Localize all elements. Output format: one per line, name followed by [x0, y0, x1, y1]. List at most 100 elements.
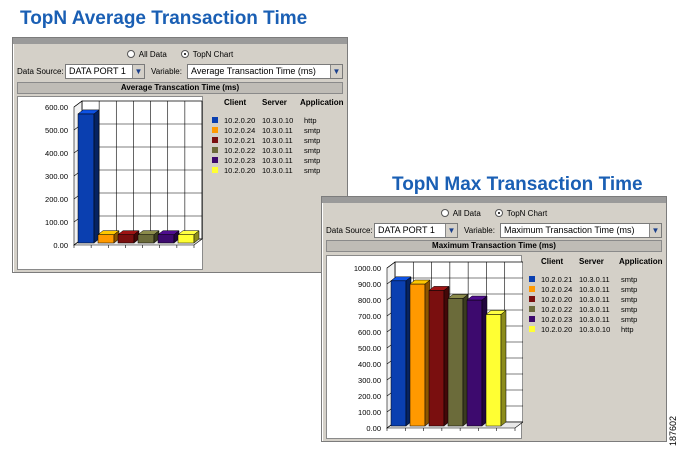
bar — [77, 109, 100, 244]
legend-row: 10.2.0.24 10.3.0.11 smtp — [212, 126, 352, 136]
legend-swatch — [212, 117, 218, 123]
bar-top — [428, 286, 450, 291]
legend-server: 10.3.0.10 — [579, 325, 611, 334]
bar-top — [390, 276, 412, 282]
bar-top — [117, 230, 140, 235]
y-tick-label: 700.00 — [358, 312, 381, 321]
radio-topn-label: TopN Chart — [192, 49, 234, 59]
bar-top — [157, 230, 180, 235]
radio-all-label: All Data — [452, 208, 481, 218]
radio-topn-circle[interactable] — [494, 209, 503, 217]
max-title: TopN Max Transaction Time — [392, 174, 643, 195]
radio-all-circle[interactable] — [126, 50, 135, 58]
bar-top — [409, 279, 431, 285]
max-bar-chart: 0.00 100.00 200.00 300.00 400.00 500.00 600.00… — [354, 261, 524, 433]
legend-row: 10.2.0.23 10.3.0.11 smtp — [212, 156, 352, 166]
legend-server: 10.3.0.11 — [262, 156, 293, 165]
data-source-select[interactable]: DATA PORT 1 ▼ — [374, 223, 458, 238]
legend-row: 10.2.0.20 10.3.0.11 smtp — [212, 166, 352, 176]
bar-front — [409, 283, 426, 427]
legend-application: smtp — [621, 305, 638, 314]
legend-application: smtp — [621, 275, 638, 284]
view-radio-group: All Data TopN Chart — [13, 47, 347, 61]
y-tick-label: 500.00 — [45, 126, 68, 135]
chevron-down-icon[interactable]: ▼ — [132, 65, 144, 78]
figure-id-text: 187602 — [668, 416, 678, 446]
y-tick-label: 200.00 — [358, 392, 381, 401]
variable-label: Variable: — [464, 226, 495, 235]
legend-swatch — [529, 296, 535, 302]
legend-application: smtp — [304, 136, 321, 145]
radio-all-data[interactable]: All Data — [440, 206, 481, 220]
avg-bar-chart: 0.00 100.00 200.00 300.00 400.00 500.00 600.00 — [45, 100, 203, 250]
bar — [485, 309, 507, 427]
bar-side — [93, 109, 100, 244]
legend-head-client: Client — [541, 257, 564, 266]
bar-front — [428, 290, 445, 427]
y-tick-label: 600.00 — [358, 328, 381, 337]
legend-client: 10.2.0.21 — [541, 275, 573, 284]
chevron-down-icon[interactable]: ▼ — [649, 224, 661, 237]
chart-area: 0.00 100.00 200.00 300.00 400.00 500.00 600.00 — [17, 96, 203, 270]
bar — [157, 230, 180, 244]
avg-title: TopN Average Transaction Time — [20, 8, 308, 29]
legend-server: 10.3.0.11 — [579, 305, 610, 314]
variable-select[interactable]: Maximum Transaction Time (ms) ▼ — [500, 223, 662, 238]
bar-side — [500, 309, 507, 427]
y-tick-label: 500.00 — [358, 344, 381, 353]
radio-topn-label: TopN Chart — [506, 208, 548, 218]
legend-swatch — [529, 326, 535, 332]
max-panel: All Data TopN Chart Data Source: DATA PO… — [321, 196, 667, 442]
legend-swatch — [212, 167, 218, 173]
data-source-label: Data Source: — [17, 67, 64, 76]
legend-application: smtp — [304, 166, 321, 175]
panel-titlebar — [13, 38, 347, 44]
legend-head-application: Application — [619, 257, 663, 266]
bar-front — [466, 299, 483, 427]
y-tick-label: 0.00 — [53, 241, 68, 250]
legend-row: 10.2.0.20 10.3.0.10 http — [212, 116, 352, 126]
legend-row: 10.2.0.21 10.3.0.11 smtp — [212, 136, 352, 146]
y-tick-label: 300.00 — [358, 376, 381, 385]
legend-row: 10.2.0.21 10.3.0.11 smtp — [529, 275, 669, 285]
y-tick-label: 800.00 — [358, 296, 381, 305]
bar-front — [137, 234, 155, 244]
legend-client: 10.2.0.21 — [224, 136, 256, 145]
figure-id: 187602 — [668, 416, 678, 446]
legend-client: 10.2.0.20 — [541, 295, 573, 304]
y-tick-label: 400.00 — [45, 149, 68, 158]
bar-top — [485, 310, 507, 315]
legend-client: 10.2.0.24 — [224, 126, 256, 135]
y-tick-label: 200.00 — [45, 195, 68, 204]
y-tick-label: 400.00 — [358, 360, 381, 369]
bar — [177, 230, 200, 244]
radio-all-label: All Data — [138, 49, 167, 59]
radio-all-circle[interactable] — [440, 209, 449, 217]
variable-select[interactable]: Average Transaction Time (ms) ▼ — [187, 64, 343, 79]
radio-all-data[interactable]: All Data — [126, 47, 167, 61]
bar-front — [157, 234, 175, 244]
data-source-value: DATA PORT 1 — [378, 225, 435, 235]
bar-front — [117, 234, 135, 244]
legend-server: 10.3.0.11 — [262, 166, 293, 175]
bar-front — [177, 234, 195, 244]
legend-application: http — [621, 325, 634, 334]
legend-head-client: Client — [224, 98, 247, 107]
radio-topn-chart[interactable]: TopN Chart — [494, 206, 548, 220]
radio-topn-circle[interactable] — [180, 50, 189, 58]
chevron-down-icon[interactable]: ▼ — [445, 224, 457, 237]
y-tick-label: 600.00 — [45, 103, 68, 112]
variable-value: Maximum Transaction Time (ms) — [504, 225, 635, 235]
legend-head-server: Server — [579, 257, 604, 266]
legend-application: http — [304, 116, 317, 125]
legend-swatch — [529, 276, 535, 282]
bar-front — [485, 314, 502, 427]
chevron-down-icon[interactable]: ▼ — [330, 65, 342, 78]
legend-client: 10.2.0.23 — [541, 315, 573, 324]
radio-topn-chart[interactable]: TopN Chart — [180, 47, 234, 61]
bar-top — [466, 295, 488, 301]
data-source-select[interactable]: DATA PORT 1 ▼ — [65, 64, 145, 79]
avg-panel: All Data TopN Chart Data Source: DATA PO… — [12, 37, 348, 273]
bar — [428, 285, 450, 427]
legend-application: smtp — [621, 285, 638, 294]
